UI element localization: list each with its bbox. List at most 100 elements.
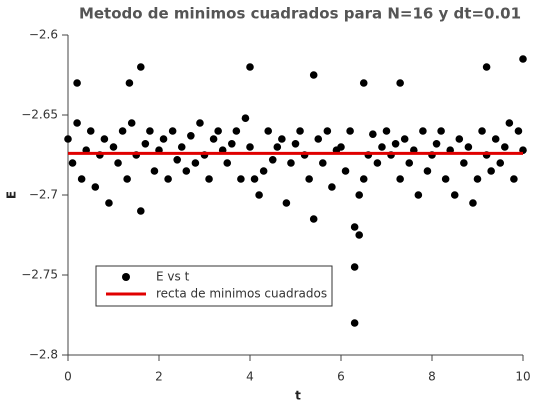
point [273,143,282,151]
point [346,127,354,135]
point [177,143,186,151]
point [146,127,154,135]
point [350,319,359,327]
point [250,175,259,183]
point [73,79,81,87]
point [505,119,514,127]
x-tick-label: 4 [246,370,254,384]
y-tick-label: −2.6 [29,28,58,42]
point [341,167,350,175]
point [323,127,332,135]
point [373,159,382,167]
legend-label: recta de minimos cuadrados [156,287,327,301]
chart-title: Metodo de minimos cuadrados para N=16 y … [79,5,521,23]
point [223,159,232,167]
point [137,63,145,71]
point [337,143,345,151]
point [482,63,491,71]
point [319,159,327,167]
point [305,175,313,183]
point [105,199,113,207]
point [68,159,77,167]
point [423,167,432,175]
point [287,159,295,167]
point [309,71,318,79]
point [182,167,191,175]
point [77,175,86,183]
point [150,167,159,175]
x-tick-label: 2 [155,370,163,384]
point [164,175,172,183]
point [123,175,131,183]
point [432,140,441,148]
point [187,132,195,140]
point [328,183,336,191]
point [400,135,409,143]
point [296,127,304,135]
point [359,79,368,87]
point [125,79,134,87]
point [501,143,509,151]
point [469,199,477,207]
point [487,167,495,175]
point [259,167,268,175]
y-tick-label: −2.7 [29,188,58,202]
point [100,135,109,143]
point [209,135,218,143]
point [414,191,423,199]
point [419,127,427,135]
point [237,175,245,183]
point [478,127,486,135]
point [350,263,359,271]
point [91,183,100,191]
point [232,127,241,135]
point [255,191,263,199]
point [73,119,81,127]
x-tick-label: 6 [337,370,345,384]
point [118,127,127,135]
point [291,140,300,148]
y-axis-label: E [5,191,19,199]
point [519,55,527,63]
point [369,130,377,138]
point [396,79,404,87]
point [460,159,468,167]
point [496,159,505,167]
point [450,191,459,199]
x-tick-label: 8 [428,370,436,384]
point [473,175,482,183]
point [191,159,200,167]
point [382,127,391,135]
point [491,135,500,143]
point [268,156,277,164]
point [405,159,414,167]
point [396,175,404,183]
x-tick-label: 10 [515,370,530,384]
point [359,175,368,183]
point [173,156,181,164]
y-tick-label: −2.75 [21,268,58,282]
point [137,207,145,215]
legend-label: E vs t [156,270,190,284]
point [86,127,95,135]
point [205,175,213,183]
point [355,231,364,239]
point [168,127,177,135]
point [282,199,291,207]
point [278,135,286,143]
point [455,135,464,143]
point [514,127,523,135]
y-tick-label: −2.8 [29,348,58,362]
point [64,135,72,143]
point [314,135,323,143]
point [246,63,254,71]
point [114,159,122,167]
point [109,143,118,151]
point [141,140,150,148]
point [196,119,204,127]
point [510,175,518,183]
point [441,175,450,183]
point [309,215,318,223]
point [437,127,445,135]
